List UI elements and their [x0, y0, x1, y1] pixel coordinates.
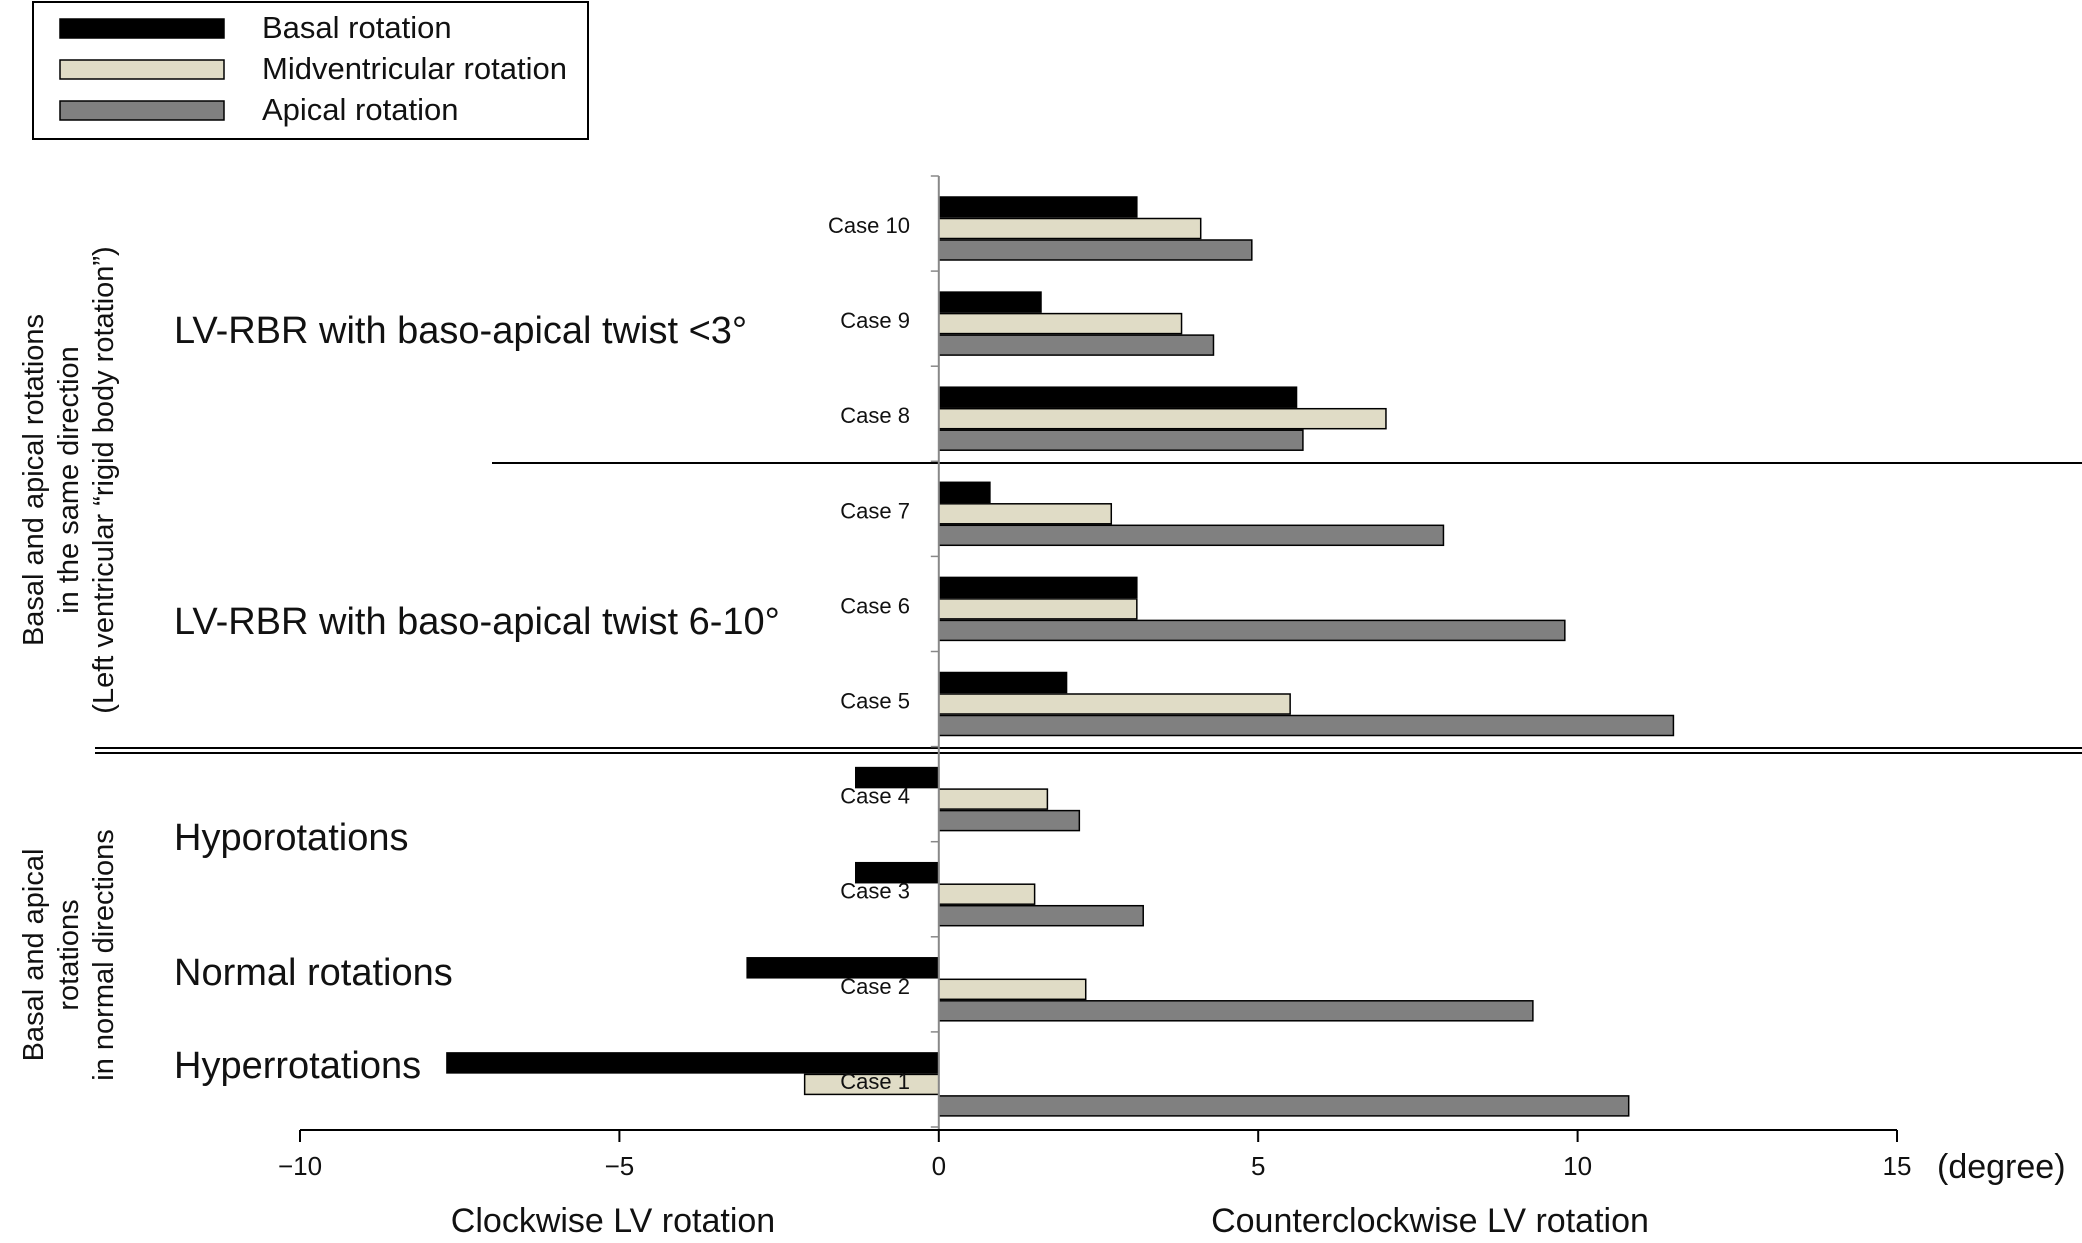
bar-case-5-midventricular-rotation	[938, 693, 1291, 715]
bar-case-4-apical-rotation	[938, 809, 1081, 832]
group-label-rbr-6-10: LV-RBR with baso-apical twist 6-10°	[174, 601, 780, 643]
bar-case-10-basal-rotation	[938, 196, 1138, 218]
x-label-counterclockwise: Counterclockwise LV rotation	[1211, 1202, 1649, 1240]
bar-case-8-midventricular-rotation	[938, 407, 1387, 430]
x-tick-label: 15	[1883, 1151, 1912, 1181]
bar-case-8-basal-rotation	[938, 386, 1298, 408]
case-label-case-9: Case 9	[840, 308, 910, 333]
group-label-normal-rotations: Normal rotations	[174, 952, 453, 994]
case-label-case-10: Case 10	[828, 213, 910, 238]
bar-case-2-apical-rotation	[938, 1000, 1534, 1022]
bar-case-4-midventricular-rotation	[938, 788, 1049, 810]
side-label-bottom: Basal and apical rotations in normal dir…	[18, 829, 120, 1080]
bar-case-5-basal-rotation	[938, 671, 1068, 694]
bar-case-7-midventricular-rotation	[938, 503, 1113, 525]
bar-case-9-apical-rotation	[938, 334, 1215, 356]
group-label-rbr-lt3: LV-RBR with baso-apical twist <3°	[174, 310, 747, 352]
side-label-bottom-line-1: Basal and apical	[18, 849, 50, 1062]
side-label-bottom-line-2: rotations	[53, 899, 85, 1010]
bar-case-10-midventricular-rotation	[938, 217, 1202, 240]
bar-case-7-apical-rotation	[938, 524, 1445, 547]
case-labels: Case 10 Case 9 Case 8 Case 7 Case 6 Case 5 Cas…	[828, 213, 910, 1094]
bar-case-9-basal-rotation	[938, 291, 1042, 313]
bar-case-3-apical-rotation	[938, 904, 1144, 927]
bar-case-5-apical-rotation	[938, 714, 1675, 737]
legend-swatch-basal-rotation	[59, 18, 225, 39]
axes: −10 −5 0 5 10 15	[278, 175, 1912, 1181]
bar-case-6-midventricular-rotation	[938, 598, 1138, 620]
legend-label-midventricular-rotation: Midventricular rotation	[262, 51, 567, 86]
side-label-top: Basal and apical rotations in the same d…	[18, 246, 120, 713]
bar-case-6-basal-rotation	[938, 576, 1138, 599]
case-label-case-3: Case 3	[840, 879, 910, 904]
case-label-case-4: Case 4	[840, 784, 910, 809]
side-label-top-line-3: (Left ventricular “rigid body rotation”)	[88, 246, 120, 713]
case-label-case-8: Case 8	[840, 403, 910, 428]
bar-case-2-midventricular-rotation	[938, 978, 1087, 1001]
legend: Basal rotation Midventricular rotation Api…	[32, 1, 589, 140]
case-label-case-7: Case 7	[840, 498, 910, 523]
case-label-case-6: Case 6	[840, 593, 910, 618]
group-label-hyporotations: Hyporotations	[174, 817, 408, 859]
case-label-case-2: Case 2	[840, 974, 910, 999]
x-tick-label: 5	[1251, 1151, 1265, 1181]
x-tick-label: −5	[605, 1151, 635, 1181]
legend-label-basal-rotation: Basal rotation	[262, 10, 452, 45]
bar-case-10-apical-rotation	[938, 239, 1253, 261]
bar-case-7-basal-rotation	[938, 481, 991, 504]
x-tick-label: 10	[1563, 1151, 1592, 1181]
bars	[446, 196, 1675, 1117]
bar-case-3-midventricular-rotation	[938, 883, 1036, 905]
bar-case-9-midventricular-rotation	[938, 312, 1183, 335]
side-label-bottom-line-3: in normal directions	[88, 829, 120, 1080]
x-label-clockwise: Clockwise LV rotation	[451, 1202, 775, 1240]
side-label-top-line-1: Basal and apical rotations	[18, 314, 50, 646]
group-label-hyperrotations: Hyperrotations	[174, 1045, 421, 1087]
bar-case-1-apical-rotation	[938, 1095, 1630, 1117]
legend-swatch-midventricular-rotation	[59, 59, 225, 80]
case-label-case-1: Case 1	[840, 1069, 910, 1094]
side-label-top-line-2: in the same direction	[53, 346, 85, 614]
x-tick-label: 0	[932, 1151, 946, 1181]
x-tick-label: −10	[278, 1151, 322, 1181]
bar-case-6-apical-rotation	[938, 619, 1566, 642]
case-label-case-5: Case 5	[840, 689, 910, 714]
legend-swatch-apical-rotation	[59, 100, 225, 121]
bar-case-8-apical-rotation	[938, 429, 1304, 451]
x-axis-unit: (degree)	[1937, 1148, 2066, 1186]
legend-label-apical-rotation: Apical rotation	[262, 92, 458, 127]
